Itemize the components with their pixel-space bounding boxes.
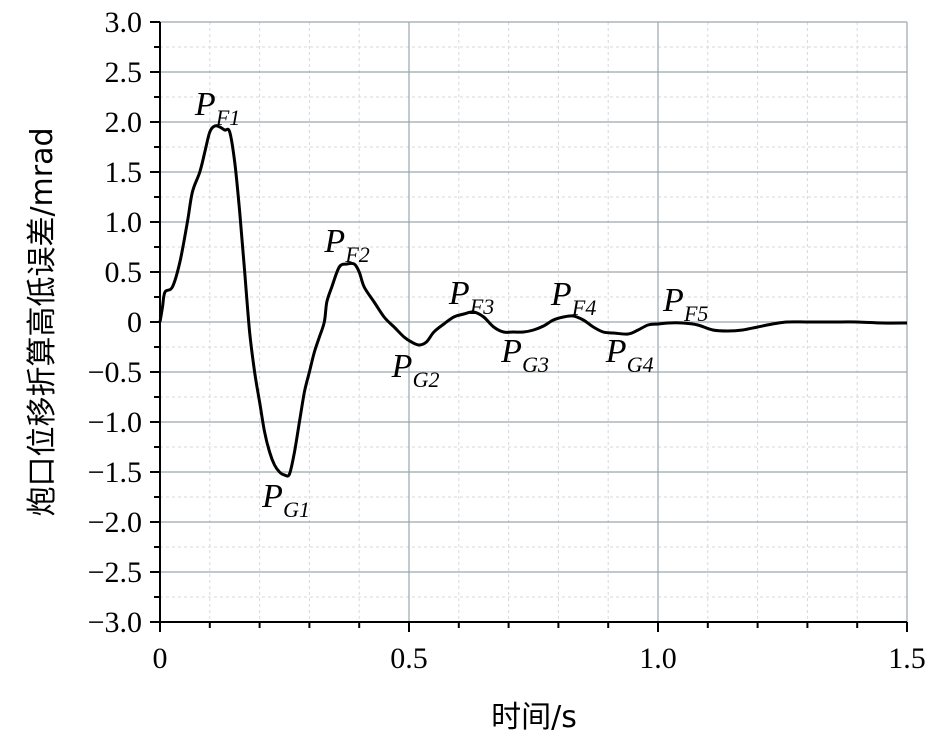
y-tick-label: 3.0 [105, 6, 143, 39]
annotation-letter: P [323, 223, 345, 260]
y-axis-title: 炮口位移折算高低误差/mrad [25, 127, 60, 516]
series [158, 124, 908, 478]
annotation-label: P F5 [662, 282, 708, 326]
annotation-subscript: G1 [283, 497, 310, 522]
annotation-letter: P [194, 86, 216, 123]
annotation-letter: P [605, 333, 627, 370]
y-tick-label: 0.5 [105, 256, 143, 289]
annotation-subscript: F5 [683, 301, 708, 326]
annotation-letter: P [662, 282, 684, 319]
y-tick-label: −2.5 [88, 556, 142, 589]
annotation-subscript: G3 [522, 352, 549, 377]
y-tick-label: 0 [127, 306, 142, 339]
y-tick-label: −2.0 [88, 506, 142, 539]
annotation-letter: P [391, 348, 413, 385]
annotation-letter: P [261, 478, 283, 515]
grid [160, 21, 908, 622]
annotation-label: P G3 [500, 333, 549, 377]
y-tick-label: 1.0 [105, 206, 143, 239]
annotation-subscript: F3 [469, 294, 494, 319]
x-tick-label: 1.5 [888, 642, 926, 675]
annotation-subscript: F4 [571, 295, 596, 320]
x-axis-title: 时间/s [491, 700, 577, 735]
annotation-label: P G1 [261, 478, 310, 522]
y-tick-label: 1.5 [105, 156, 143, 189]
annotations: P F1P G1P F2P G2P F3P G3P F4P G4P F5 [194, 86, 709, 522]
annotation-subscript: G2 [413, 367, 440, 392]
axes [150, 21, 908, 632]
tick-labels: 3.0 2.5 2.0 1.5 1.0 0.5 0 −0.5 −1.0 −1.5 −2.0 −2.5 −… [88, 6, 926, 675]
annotation-subscript: F1 [215, 105, 240, 130]
annotation-label: P F1 [194, 86, 240, 130]
annotation-subscript: G4 [627, 352, 654, 377]
y-tick-label: 2.5 [105, 56, 143, 89]
annotation-label: P G4 [605, 333, 654, 377]
annotation-letter: P [550, 276, 572, 313]
y-tick-label: −3.0 [88, 606, 142, 639]
annotation-label: P F4 [550, 276, 596, 320]
annotation-subscript: F2 [344, 242, 369, 267]
annotation-label: P F3 [448, 275, 494, 319]
annotation-letter: P [448, 275, 470, 312]
y-tick-label: −1.0 [88, 406, 142, 439]
annotation-label: P G2 [391, 348, 440, 392]
series-line [158, 124, 908, 478]
y-tick-label: −1.5 [88, 456, 142, 489]
x-tick-label: 0 [153, 642, 168, 675]
y-tick-label: −0.5 [88, 356, 142, 389]
x-tick-label: 1.0 [639, 642, 677, 675]
x-tick-label: 0.5 [390, 642, 428, 675]
y-tick-label: 2.0 [105, 106, 143, 139]
annotation-label: P F2 [323, 223, 369, 267]
annotation-letter: P [500, 333, 522, 370]
